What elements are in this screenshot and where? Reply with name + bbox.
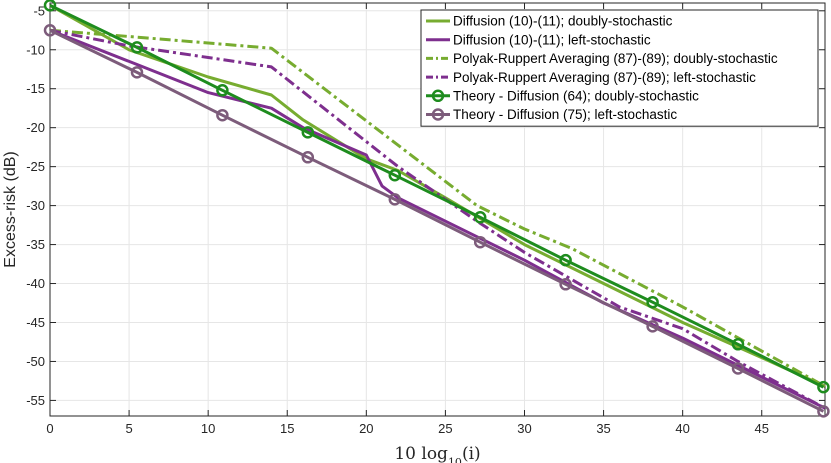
- series-4-line: [49, 28, 826, 410]
- y-tick-label: -55: [26, 393, 45, 408]
- y-tick-label: -30: [26, 198, 45, 213]
- legend-label-2: Diffusion (10)-(11); left-stochastic: [453, 32, 651, 47]
- x-tick-label: 30: [517, 421, 531, 436]
- series-3-line: [49, 28, 826, 388]
- data-point-marker: [473, 235, 487, 249]
- series-lines: [43, 0, 830, 418]
- x-tick-label: 0: [46, 421, 53, 436]
- x-tick-label: 35: [596, 421, 610, 436]
- legend-box: [420, 9, 819, 127]
- x-tick-label: 40: [675, 421, 689, 436]
- y-tick-label: -15: [26, 81, 45, 96]
- series-5: [43, 0, 830, 394]
- legend-marker-6: [431, 108, 445, 121]
- series-6: [43, 24, 830, 418]
- y-tick-label: -10: [26, 42, 45, 57]
- plot-area-border: [49, 2, 826, 417]
- legend: Diffusion (10)-(11); doubly-stochastic Di…: [420, 9, 819, 127]
- x-tick-label: 45: [755, 421, 769, 436]
- y-axis-label: Excess-risk (dB): [2, 151, 19, 267]
- y-tick-label: -40: [26, 276, 45, 291]
- y-tick-label: -35: [26, 237, 45, 252]
- data-point-marker: [216, 108, 229, 122]
- data-point-marker: [817, 405, 830, 418]
- data-point-marker: [301, 151, 315, 164]
- data-point-marker: [301, 126, 315, 139]
- x-tick-label: 5: [125, 421, 132, 436]
- data-point-marker: [646, 295, 659, 309]
- legend-label-4: Polyak-Ruppert Averaging (87)-(89); left…: [453, 70, 756, 85]
- axes: 0 5 10 15 20 25 30 35 40 45 -5 -10 -15 -20 -25 -30 -35 -4…: [26, 2, 826, 436]
- y-tick-label: -50: [26, 354, 45, 369]
- legend-label-6: Theory - Diffusion (75); left-stochastic: [453, 107, 677, 122]
- legend-marker-5: [431, 89, 445, 103]
- data-point-marker: [216, 84, 229, 97]
- data-point-marker: [388, 168, 402, 182]
- data-point-marker: [43, 24, 57, 37]
- x-tick-label: 15: [280, 421, 294, 436]
- x-tick-label: 25: [438, 421, 452, 436]
- series-5-line: [49, 3, 825, 389]
- data-point-marker: [130, 66, 144, 79]
- legend-label-1: Diffusion (10)-(11); doubly-stochastic: [453, 14, 673, 29]
- y-tick-label: -45: [26, 315, 45, 330]
- y-tick-label: -20: [26, 120, 45, 135]
- series-6-line: [49, 28, 825, 413]
- data-point-marker: [130, 41, 144, 54]
- data-point-marker: [646, 320, 659, 333]
- legend-label-3: Polyak-Ruppert Averaging (87)-(89); doub…: [453, 51, 778, 66]
- data-point-marker: [559, 253, 572, 267]
- y-tick-label: -25: [26, 159, 45, 174]
- x-axis-label-subscript: 10: [448, 456, 462, 463]
- data-point-marker: [817, 380, 830, 394]
- data-point-marker: [43, 0, 57, 12]
- x-axis-label-suffix: (i): [462, 444, 481, 463]
- y-tick-label: -5: [33, 3, 45, 18]
- x-axis-label-prefix: 10 log: [394, 444, 448, 463]
- x-tick-label: 20: [359, 421, 373, 436]
- data-point-marker: [388, 193, 402, 206]
- series-4: [49, 28, 826, 410]
- x-axis-label: 10 log10(i): [394, 444, 480, 463]
- x-tick-label: 10: [201, 421, 215, 436]
- legend-label-5: Theory - Diffusion (64); doubly-stochast…: [453, 89, 699, 104]
- data-point-marker: [731, 362, 745, 375]
- series-3: [49, 28, 826, 388]
- data-point-marker: [559, 278, 572, 291]
- data-point-marker: [731, 338, 745, 351]
- data-point-marker: [473, 211, 487, 224]
